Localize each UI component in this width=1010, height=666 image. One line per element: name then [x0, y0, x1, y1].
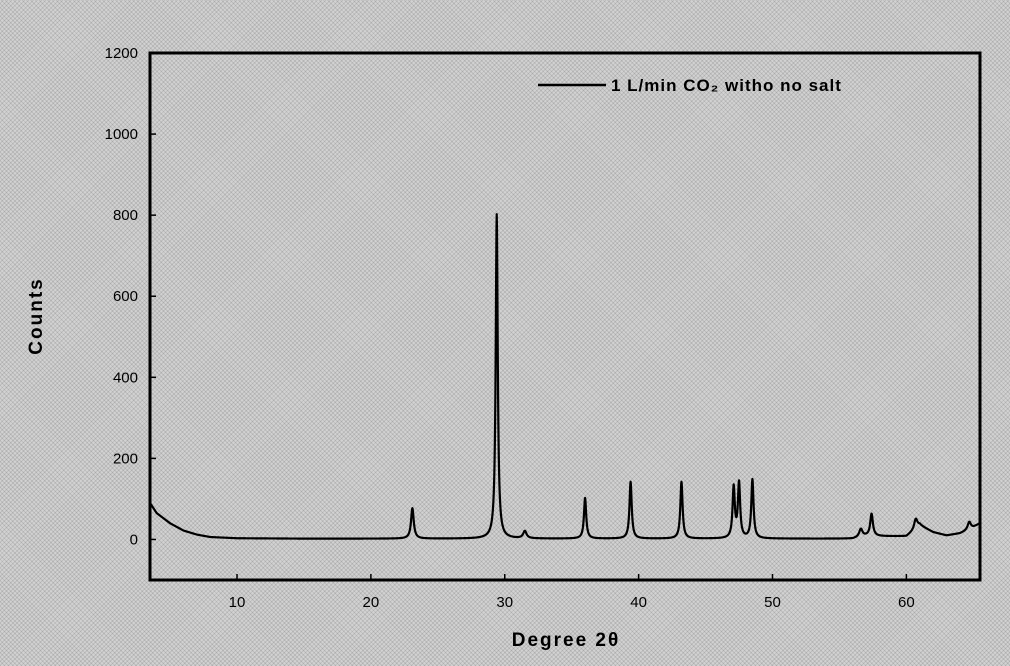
x-tick-label: 10 [229, 594, 246, 611]
y-axis-ticks: 0 200 400 600 800 1000 1200 [105, 45, 156, 548]
y-axis-title: Counts [26, 277, 47, 354]
y-tick-label: 200 [113, 450, 138, 467]
y-tick-label: 600 [113, 288, 138, 305]
y-tick-label: 400 [113, 369, 138, 386]
y-tick-label: 0 [130, 531, 138, 548]
series-line [149, 213, 981, 540]
x-axis-title: Degree 2θ [512, 630, 621, 651]
x-tick-label: 40 [630, 594, 647, 611]
plot-frame [148, 51, 982, 582]
legend: 1 L/min CO₂ witho no salt [538, 76, 842, 95]
y-tick-label: 800 [113, 207, 138, 224]
y-tick-label: 1200 [105, 45, 138, 62]
x-tick-label: 20 [363, 594, 380, 611]
legend-label: 1 L/min CO₂ witho no salt [611, 76, 842, 95]
x-tick-label: 30 [496, 594, 513, 611]
x-tick-label: 60 [898, 594, 915, 611]
y-tick-label: 1000 [105, 126, 138, 143]
x-tick-label: 50 [764, 594, 781, 611]
